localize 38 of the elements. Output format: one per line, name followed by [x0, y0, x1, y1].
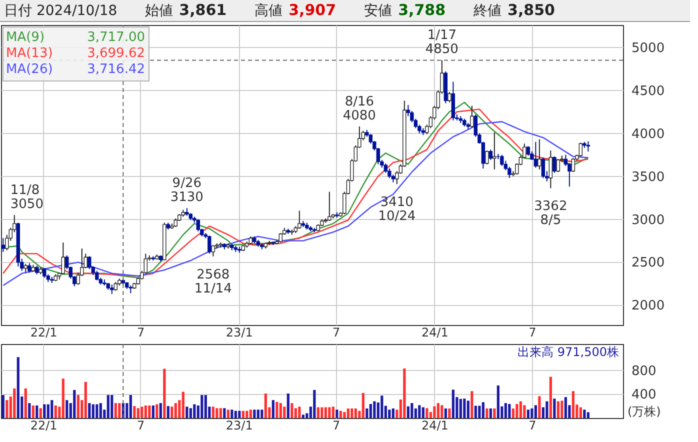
x-tick-label: 7: [528, 326, 536, 340]
text: MA(26) 3,716.42: [6, 62, 145, 77]
x-tick-label: 24/1: [421, 418, 448, 432]
x-tick-label: 23/1: [226, 418, 253, 432]
text: MA(13) 3,699.62: [6, 46, 145, 61]
y-tick-label: 4000: [632, 126, 665, 142]
text: 始値 3,861: [145, 1, 227, 20]
x-tick-label: 7: [136, 326, 145, 340]
chart-title: 日付 2024/10/18: [4, 2, 118, 20]
text: 安値 3,788: [364, 1, 446, 20]
x-tick-label: 7: [332, 418, 340, 432]
x-tick-label: 22/1: [30, 418, 58, 432]
y-tick-label: 3500: [632, 170, 665, 185]
text: 終値 3,850: [474, 1, 555, 20]
x-tick-label: 7: [332, 326, 340, 340]
annotation: 9/26 3130: [170, 176, 204, 206]
y-tick-label: 800: [632, 364, 656, 379]
x-tick-label: 23/1: [226, 326, 253, 340]
annotation: 1/17 4850: [425, 28, 458, 58]
annotation: 8/16 4080: [342, 94, 376, 124]
annotation: 3410 10/24: [378, 195, 416, 224]
text: 高値 3,907: [254, 1, 336, 20]
x-tick-label: 22/1: [30, 326, 58, 340]
annotation: 11/8 3050: [10, 182, 44, 212]
annotation: 出来高 971,500株: [518, 345, 619, 359]
text: MA(9) 3,717.00: [6, 30, 145, 45]
annotation: 3362 8/5: [534, 199, 568, 228]
y-tick-label: 4500: [632, 84, 665, 99]
x-tick-label: 24/1: [421, 326, 448, 340]
y-tick-label: 2000: [632, 298, 665, 314]
y-tick-label: 3000: [632, 212, 665, 228]
y-tick-label: 400: [632, 388, 656, 403]
x-tick-label: 7: [528, 418, 536, 432]
y-tick-label: 2500: [632, 256, 665, 271]
x-tick-label: 7: [136, 418, 145, 432]
annotation: 2568 11/14: [194, 267, 232, 296]
y-axis-title: (万株): [628, 404, 661, 418]
y-tick-label: 5000: [632, 40, 665, 56]
